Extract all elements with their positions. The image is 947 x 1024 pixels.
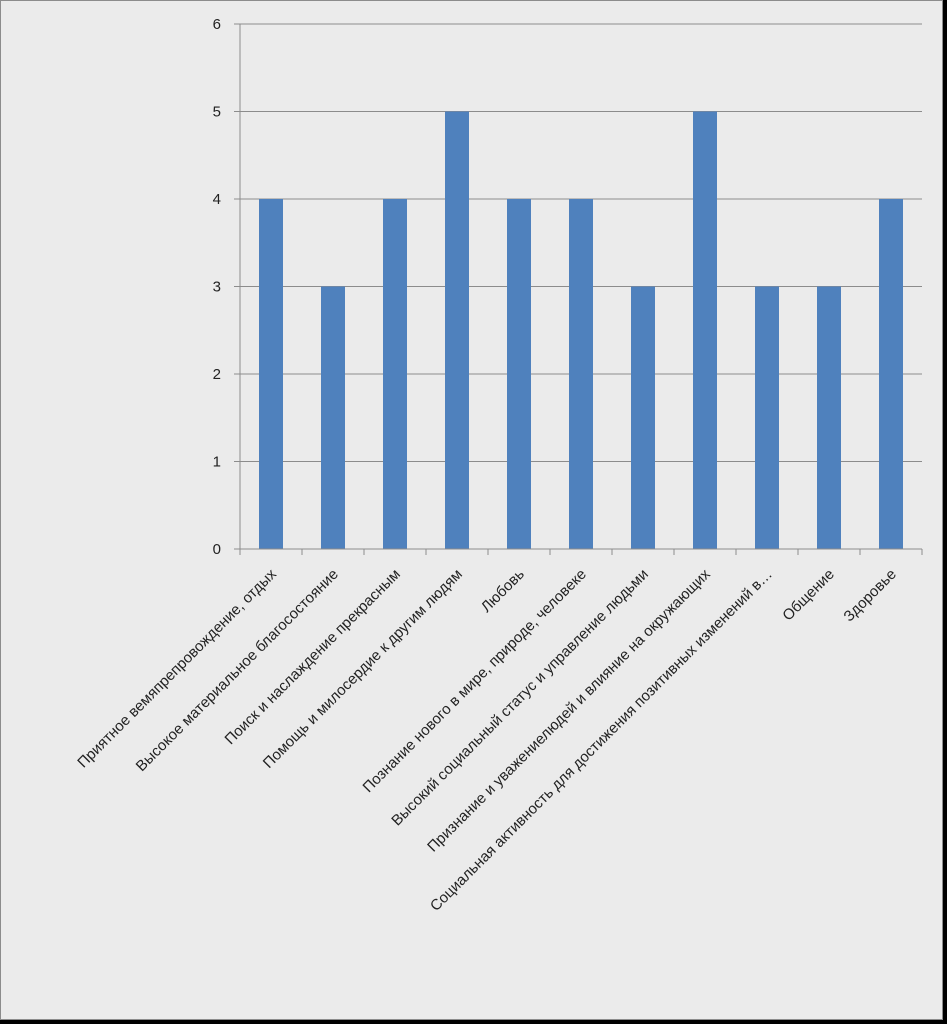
x-category-label: Познание нового в мире, природе, человек… xyxy=(360,566,590,796)
bar xyxy=(383,199,407,549)
x-category-label: Здоровье xyxy=(840,566,899,625)
bar xyxy=(445,111,469,549)
x-category-label: Общение xyxy=(779,566,838,625)
y-tick-label: 2 xyxy=(213,366,221,383)
bar xyxy=(817,286,841,549)
y-tick-label: 6 xyxy=(213,16,221,33)
y-tick-label: 3 xyxy=(213,279,221,296)
x-axis-category-labels: Приятное вемяпрепровождение, отдыхВысоко… xyxy=(74,565,900,914)
bar xyxy=(321,286,345,549)
bar xyxy=(755,286,779,549)
grid-lines xyxy=(240,23,922,462)
x-category-label: Любовь xyxy=(478,566,528,616)
y-axis-tick-labels: 0 1 2 3 4 5 6 xyxy=(213,16,221,558)
bars xyxy=(259,111,903,549)
bar xyxy=(879,199,903,549)
bar xyxy=(507,199,531,549)
bar xyxy=(259,199,283,549)
y-tick-label: 0 xyxy=(213,541,221,558)
x-category-label: Признание и уважениелюдей и влияние на о… xyxy=(424,565,714,855)
y-tick-label: 1 xyxy=(213,454,221,471)
bar xyxy=(631,286,655,549)
bar xyxy=(569,199,593,549)
y-tick-label: 5 xyxy=(213,104,221,121)
bar xyxy=(693,111,717,549)
y-tick-label: 4 xyxy=(213,191,221,208)
axes xyxy=(234,23,923,555)
